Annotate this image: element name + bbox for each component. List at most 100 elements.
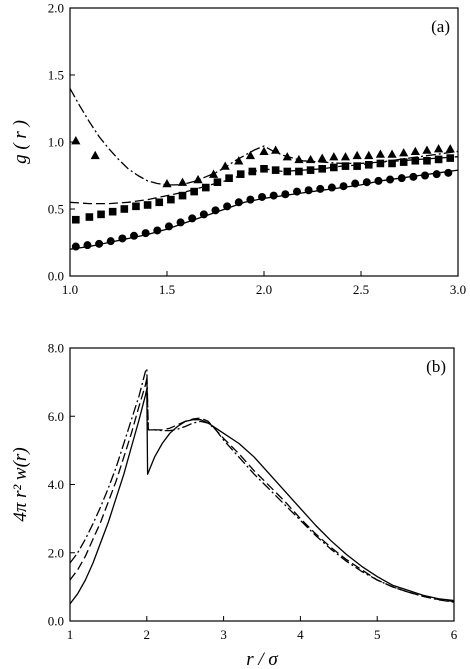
data-point-square <box>97 210 105 219</box>
data-point-square <box>388 159 396 168</box>
data-point-square <box>283 167 292 176</box>
x-tick-label: 2 <box>144 627 151 642</box>
data-point-circle <box>339 182 348 191</box>
x-tick-label: 3.0 <box>450 282 466 297</box>
y-tick-label: 0.0 <box>48 269 64 284</box>
data-point-circle <box>444 168 453 177</box>
data-point-triangle <box>208 169 219 178</box>
data-point-triangle <box>410 146 420 156</box>
data-point-circle <box>199 210 208 219</box>
y-tick-label: 6.0 <box>48 409 64 424</box>
data-point-triangle <box>271 145 281 154</box>
data-point-triangle <box>90 150 100 160</box>
data-point-square <box>85 213 94 221</box>
y-tick-label: 2.0 <box>48 545 64 560</box>
data-point-square <box>167 195 175 204</box>
data-point-square <box>225 174 233 182</box>
data-point-circle <box>211 206 220 215</box>
data-point-square <box>178 191 187 200</box>
data-point-circle <box>258 192 267 201</box>
plot-frame <box>69 7 459 277</box>
series-line-solid <box>69 169 459 250</box>
plot-frame <box>69 347 455 622</box>
data-point-square <box>341 162 350 170</box>
data-point-circle <box>83 241 92 250</box>
data-point-square <box>155 198 164 207</box>
data-point-triangle <box>375 149 385 158</box>
x-tick-label: 1.5 <box>159 282 175 297</box>
data-point-circle <box>386 175 395 184</box>
data-point-circle <box>316 184 325 193</box>
data-point-square <box>120 205 129 213</box>
data-point-square <box>132 202 140 211</box>
series-line-dashed <box>69 378 455 603</box>
x-tick-label: 5 <box>374 627 381 642</box>
data-point-circle <box>269 191 278 200</box>
data-point-triangle <box>317 153 327 162</box>
y-tick-label: 4.0 <box>48 477 64 492</box>
data-point-circle <box>95 239 104 248</box>
data-point-circle <box>188 214 197 223</box>
y-tick-label: 1.0 <box>48 135 64 150</box>
data-point-circle <box>409 172 418 181</box>
data-point-circle <box>130 231 139 240</box>
data-point-square <box>295 167 303 176</box>
data-point-square <box>72 215 80 224</box>
y-tick-label: 2.0 <box>48 1 64 16</box>
data-point-circle <box>374 176 383 185</box>
x-tick-label: 6 <box>451 627 458 642</box>
data-point-square <box>376 159 385 168</box>
data-point-circle <box>281 190 290 199</box>
data-point-triangle <box>364 150 374 160</box>
data-point-triangle <box>282 152 292 161</box>
data-point-circle <box>164 222 173 231</box>
x-tick-label: 2.5 <box>353 282 369 297</box>
data-point-triangle <box>434 144 444 153</box>
data-point-square <box>260 165 268 173</box>
data-point-circle <box>234 198 243 207</box>
x-axis-label: r / σ <box>246 649 278 669</box>
data-point-circle <box>351 179 360 188</box>
panel-b: 1 2 3 4 5 6 0.0 2.0 4.0 6.0 8.0 (b) 4π r² w(r) r / σ <box>10 341 458 669</box>
y-tick-label: 0.5 <box>48 202 64 217</box>
data-point-square <box>143 201 152 209</box>
data-point-square <box>271 166 280 174</box>
data-point-triangle <box>245 150 256 160</box>
data-point-triangle <box>234 156 244 165</box>
panel-a: 1.0 1.5 2.0 2.5 3.0 0.0 0.5 1.0 1.5 2.0 (a) g ( r ) <box>10 1 466 298</box>
y-axis-label: 4π r² w(r) <box>10 447 31 521</box>
data-point-triangle <box>352 150 362 160</box>
y-tick-label: 8.0 <box>48 341 64 356</box>
data-point-triangle <box>71 136 81 145</box>
data-point-square <box>364 160 373 169</box>
panel-label: (b) <box>426 357 446 376</box>
series-line-dash-dot <box>69 367 455 603</box>
x-tick-label: 4 <box>297 627 304 642</box>
data-point-triangle <box>162 178 172 188</box>
data-point-triangle <box>422 145 432 154</box>
x-tick-label: 3 <box>220 627 227 642</box>
series-line-solid <box>69 388 455 605</box>
data-point-circle <box>246 195 255 204</box>
data-point-square <box>190 187 198 196</box>
data-point-circle <box>106 237 115 246</box>
data-point-triangle <box>340 152 351 161</box>
data-point-circle <box>362 178 371 187</box>
data-point-square <box>411 156 420 165</box>
data-point-triangle <box>193 174 203 184</box>
data-point-square <box>213 178 222 186</box>
panel-label: (a) <box>431 17 450 36</box>
y-tick-label: 0.0 <box>48 614 64 629</box>
data-point-triangle <box>177 177 188 186</box>
data-point-square <box>434 155 443 164</box>
data-point-square <box>399 158 408 166</box>
y-tick-label: 1.5 <box>48 68 64 83</box>
data-point-triangle <box>387 149 397 158</box>
data-point-square <box>330 163 338 172</box>
data-point-triangle <box>259 146 269 156</box>
data-point-square <box>318 165 326 173</box>
data-point-circle <box>397 174 406 183</box>
data-point-triangle <box>329 152 339 161</box>
data-point-triangle <box>220 161 230 170</box>
data-point-square <box>306 166 315 174</box>
